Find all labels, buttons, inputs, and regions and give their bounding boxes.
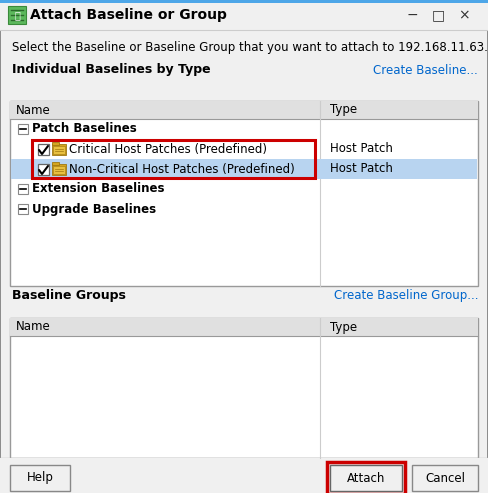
Text: Patch Baselines: Patch Baselines [32,122,137,136]
Text: Host Patch: Host Patch [330,163,393,176]
Bar [52,142,59,145]
Bar [10,318,478,458]
Bar [52,162,59,165]
Text: Cancel: Cancel [425,471,465,485]
Text: Attach: Attach [347,471,385,485]
Bar [327,462,405,493]
Text: Create Baseline Group...: Create Baseline Group... [333,288,478,302]
Text: Critical Host Patches (Predefined): Critical Host Patches (Predefined) [69,142,267,155]
Bar [32,140,315,178]
Bar [10,101,478,286]
Bar [52,164,66,175]
Text: Baseline Groups: Baseline Groups [12,288,126,302]
Bar [8,6,26,24]
Bar [53,146,65,154]
Text: −: − [406,8,418,22]
Text: Name: Name [16,104,51,116]
Bar [18,124,28,134]
Bar [38,144,49,155]
Text: Type: Type [330,320,357,333]
Text: Select the Baseline or Baseline Group that you want to attach to 192.168.11.63.: Select the Baseline or Baseline Group th… [12,40,488,54]
Bar [10,318,478,336]
Text: Create Baseline...: Create Baseline... [373,64,478,76]
Bar [10,101,478,119]
Bar [412,465,478,491]
Text: Upgrade Baselines: Upgrade Baselines [32,203,156,215]
Text: Type: Type [330,104,357,116]
Text: Name: Name [16,320,51,333]
Bar [52,144,66,155]
Text: ⛓: ⛓ [14,10,20,20]
Text: Individual Baselines by Type: Individual Baselines by Type [12,64,211,76]
Bar [38,164,49,175]
Bar [10,465,70,491]
Text: Extension Baselines: Extension Baselines [32,182,164,196]
Text: Attach Baseline or Group: Attach Baseline or Group [30,8,227,22]
Text: Help: Help [26,471,54,485]
Bar [0,458,488,493]
Bar [0,0,488,3]
Bar [53,166,65,174]
Text: Non-Critical Host Patches (Predefined): Non-Critical Host Patches (Predefined) [69,163,295,176]
Text: ×: × [458,8,470,22]
Text: □: □ [431,8,445,22]
Bar [0,0,488,30]
Bar [18,204,28,214]
Bar [11,159,477,179]
Bar [18,184,28,194]
Text: Host Patch: Host Patch [330,142,393,155]
Bar [330,465,402,491]
